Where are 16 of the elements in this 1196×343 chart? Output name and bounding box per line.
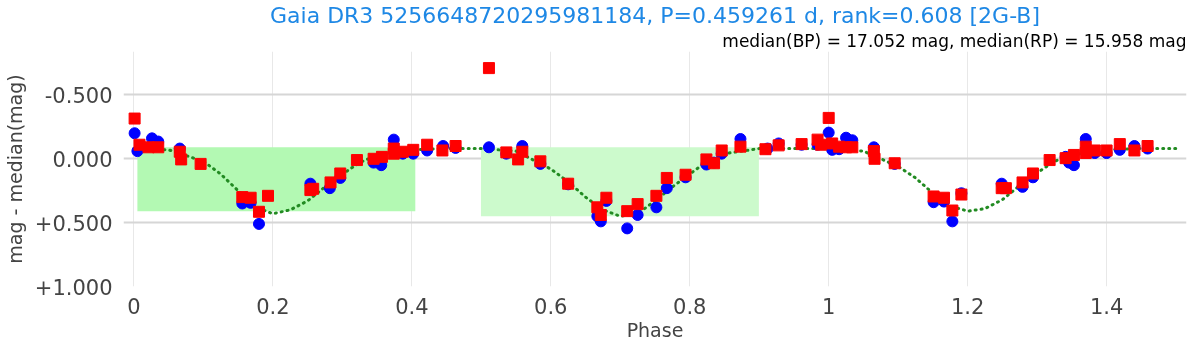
x-tick-label: 1.2 [950, 294, 985, 319]
y-tick-label: +0.500 [34, 211, 113, 236]
y-tick-label: +1.000 [34, 275, 113, 300]
x-tick-label: 1.4 [1089, 294, 1124, 319]
chart-title: Gaia DR3 5256648720295981184, P=0.459261 d, rank=0.608 [2G-B] [270, 2, 1040, 28]
y-tick-label: 0.000 [52, 147, 113, 172]
chart-subtitle: median(BP) = 17.052 mag, median(RP) = 15.958 mag [722, 30, 1187, 51]
x-tick-label: 0.2 [256, 294, 290, 319]
x-tick-label: 0 [127, 294, 141, 319]
x-tick-label: 0.8 [673, 294, 707, 319]
x-tick-label: 0.4 [395, 294, 429, 319]
x-tick-label: 0.6 [534, 294, 568, 319]
x-tick-label: 1 [822, 294, 836, 319]
y-axis-title: mag - median(mag) [3, 74, 26, 264]
y-tick-label: -0.500 [44, 83, 113, 108]
x-axis-title: Phase [626, 318, 684, 341]
